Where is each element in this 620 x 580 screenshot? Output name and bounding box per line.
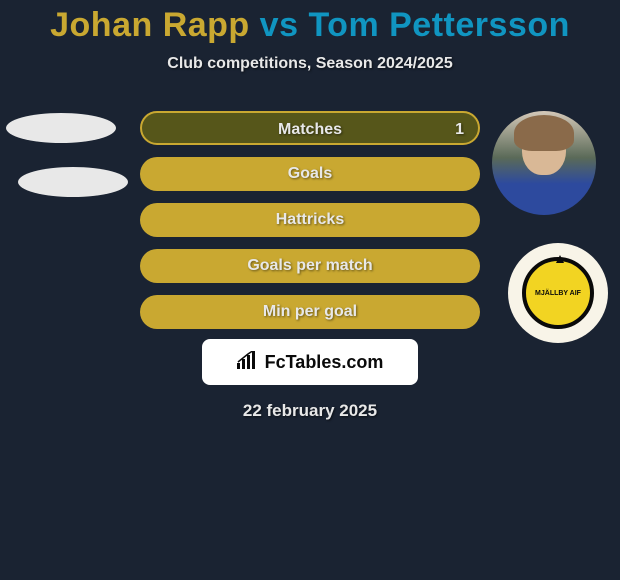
stat-row: Matches 1 — [0, 111, 620, 157]
logo-box[interactable]: FcTables.com — [202, 339, 418, 385]
stat-pill-gpm: Goals per match — [140, 249, 480, 283]
stat-row: Goals — [0, 157, 620, 203]
logo-text: FcTables.com — [265, 352, 384, 373]
stat-pill-hattricks: Hattricks — [140, 203, 480, 237]
date-label: 22 february 2025 — [0, 401, 620, 421]
vs-label: vs — [260, 6, 299, 44]
stats-area: MJÄLLBY AIF Matches 1 Goals Hattricks Go… — [0, 111, 620, 341]
stat-pill-goals: Goals — [140, 157, 480, 191]
chart-icon — [237, 351, 259, 374]
stat-label: Hattricks — [276, 211, 344, 228]
player1-name: Johan Rapp — [50, 6, 250, 44]
stat-value: 1 — [455, 113, 464, 147]
stat-label: Goals per match — [247, 257, 372, 274]
subtitle: Club competitions, Season 2024/2025 — [0, 55, 620, 73]
player2-name: Tom Pettersson — [308, 6, 569, 44]
stat-pill-matches: Matches 1 — [140, 111, 480, 145]
page-title: Johan Rapp vs Tom Pettersson — [0, 6, 620, 45]
stat-pill-mpg: Min per goal — [140, 295, 480, 329]
header: Johan Rapp vs Tom Pettersson Club compet… — [0, 0, 620, 73]
stat-label: Matches — [278, 121, 342, 138]
stat-row: Hattricks — [0, 203, 620, 249]
stat-row: Min per goal — [0, 295, 620, 341]
stat-label: Goals — [288, 165, 332, 182]
stat-row: Goals per match — [0, 249, 620, 295]
stat-label: Min per goal — [263, 303, 357, 320]
